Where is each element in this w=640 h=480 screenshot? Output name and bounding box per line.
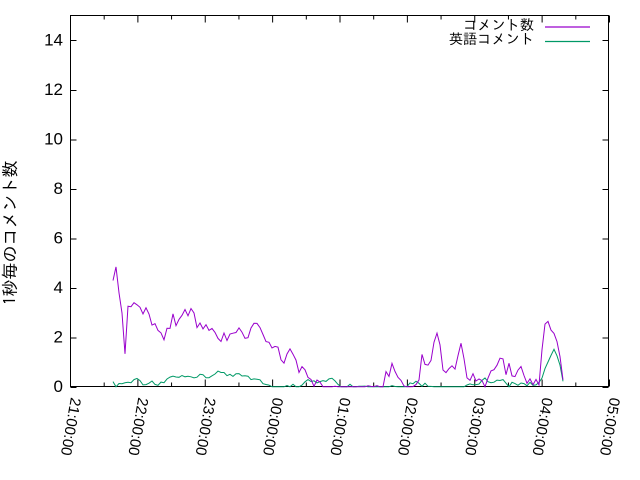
svg-text:1秒毎のコメント数: 1秒毎のコメント数 <box>1 161 19 306</box>
svg-text:10: 10 <box>44 130 63 149</box>
svg-text:22:00:00: 22:00:00 <box>124 396 151 456</box>
svg-text:コメント数: コメント数 <box>463 18 534 32</box>
svg-text:12: 12 <box>44 80 63 99</box>
svg-text:04:00:00: 04:00:00 <box>529 396 556 456</box>
svg-text:14: 14 <box>44 30 63 49</box>
svg-text:0: 0 <box>54 377 63 396</box>
svg-text:2: 2 <box>54 328 63 347</box>
svg-text:01:00:00: 01:00:00 <box>326 396 353 456</box>
svg-text:05:00:00: 05:00:00 <box>596 396 623 456</box>
svg-text:21:00:00: 21:00:00 <box>57 396 84 456</box>
svg-text:03:00:00: 03:00:00 <box>461 396 488 456</box>
svg-text:8: 8 <box>54 179 63 198</box>
svg-text:02:00:00: 02:00:00 <box>394 396 421 456</box>
svg-text:23:00:00: 23:00:00 <box>192 396 219 456</box>
svg-text:6: 6 <box>54 229 63 248</box>
svg-text:英語コメント: 英語コメント <box>449 32 534 46</box>
svg-text:4: 4 <box>54 278 63 297</box>
svg-text:00:00:00: 00:00:00 <box>259 396 286 456</box>
